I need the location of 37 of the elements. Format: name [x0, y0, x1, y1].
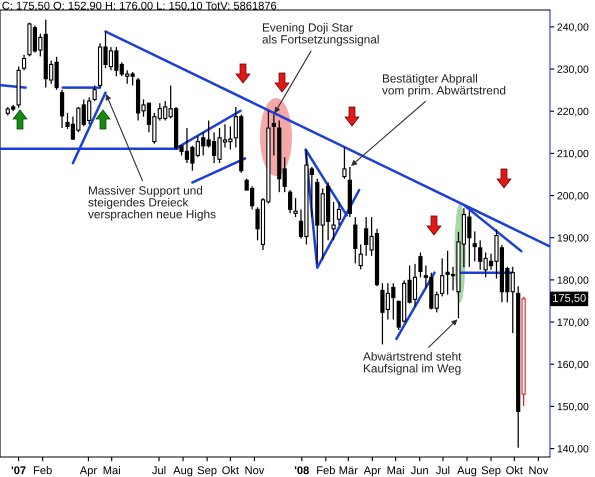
- x-tick-label: Sep: [198, 466, 217, 476]
- y-tick-label: 140,00: [558, 445, 588, 454]
- x-tick-label: Mai: [388, 466, 404, 474]
- x-tick-label: Sep: [482, 466, 500, 476]
- x-tick-label: Mai: [104, 466, 120, 474]
- y-tick-label: 240,00: [557, 23, 588, 32]
- x-tick-label: Nov: [529, 466, 548, 474]
- x-tick-label: Jun: [410, 466, 428, 474]
- y-tick-label: 210,00: [557, 150, 588, 158]
- x-tick-label: Aug: [173, 466, 192, 476]
- x-tick-label: Apr: [80, 466, 97, 476]
- y-tick-label: 220,00: [557, 108, 588, 116]
- x-tick-label: Okt: [222, 466, 239, 474]
- annotation: Abwärtstrend steht Kaufsignal im Weg: [363, 352, 462, 375]
- annotation: Evening Doji Star als Fortsetzungssignal: [262, 23, 379, 46]
- x-tick-label: Aug: [457, 466, 476, 476]
- x-tick-label: Jul: [436, 466, 450, 474]
- annotation: Bestätigter Abprall vom prim. Abwärtstrend: [382, 74, 506, 97]
- x-tick-label: Jul: [152, 466, 166, 474]
- x-tick-label: '07: [12, 466, 26, 474]
- x-tick-label: Okt: [506, 466, 523, 474]
- x-tick-label: Feb: [317, 466, 335, 474]
- x-tick-label: Mär: [340, 466, 358, 474]
- y-tick-label: 230,00: [557, 66, 588, 74]
- x-tick-label: Feb: [34, 466, 52, 474]
- y-tick-label: 180,00: [558, 276, 588, 285]
- x-tick-label: Nov: [245, 466, 264, 474]
- y-tick-label: 160,00: [558, 360, 588, 370]
- x-tick-label: Apr: [364, 466, 381, 476]
- y-tick-label: 200,00: [557, 192, 588, 201]
- annotation: Massiver Support und steigendes Dreieck versprachen neue Highs: [88, 186, 216, 221]
- annotation: 175,50: [553, 294, 586, 304]
- y-tick-label: 190,00: [558, 234, 588, 243]
- y-tick-label: 150,00: [558, 402, 588, 412]
- y-tick-label: 170,00: [558, 318, 588, 328]
- x-tick-label: '08: [294, 466, 309, 474]
- chart-title: C: 175,50 O: 152,90 H: 176,00 L: 150,10 TotV: 5861876: [2, 2, 276, 11]
